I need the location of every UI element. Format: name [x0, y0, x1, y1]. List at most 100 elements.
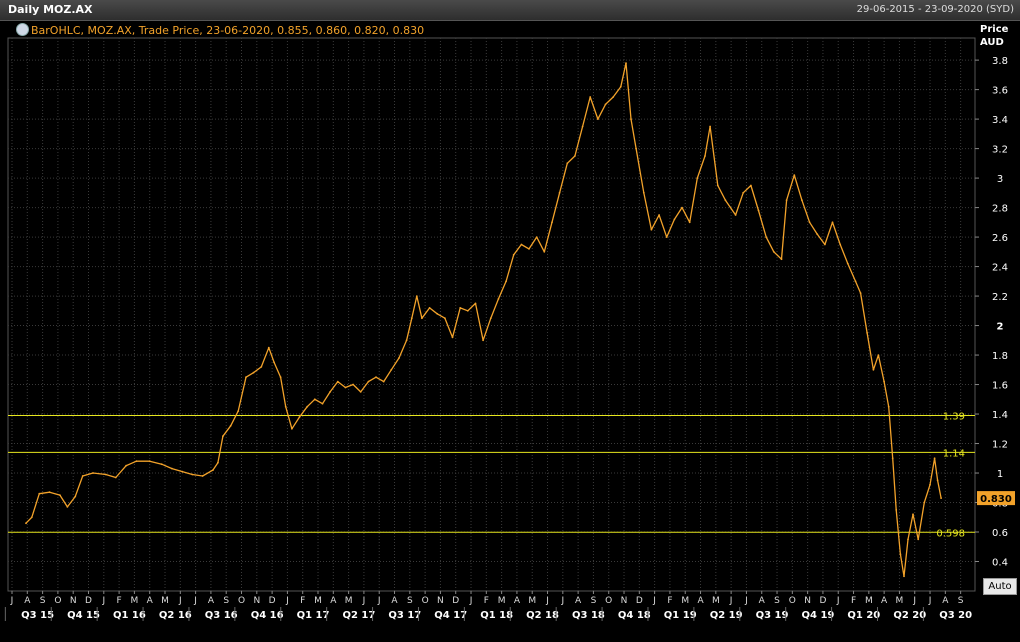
series-legend[interactable]: BarOHLC, MOZ.AX, Trade Price, 23-06-2020…: [16, 23, 424, 37]
price-data-point: [267, 346, 270, 349]
month-tick-label: J: [377, 596, 381, 606]
price-tick-label: 3.4: [992, 115, 1008, 126]
month-tick-label: A: [881, 596, 888, 606]
month-tick-label: D: [452, 596, 459, 606]
month-tick-label: A: [208, 596, 215, 606]
price-data-point: [673, 218, 676, 221]
month-tick-label: A: [759, 596, 766, 606]
price-data-point: [581, 125, 584, 128]
quarter-tick-label: Q2 16: [159, 610, 192, 621]
price-data-point: [191, 473, 194, 476]
month-tick-label: F: [484, 596, 489, 606]
price-data-point: [148, 460, 151, 463]
price-data-point: [883, 380, 885, 383]
month-tick-label: J: [545, 596, 549, 606]
quarter-tick-label: Q3 17: [388, 610, 421, 621]
month-tick-label: J: [10, 596, 14, 606]
price-tick-label: 1.6: [992, 381, 1008, 392]
price-data-point: [597, 118, 599, 120]
price-data-point: [785, 199, 788, 202]
price-data-point: [359, 391, 362, 393]
price-data-point: [30, 516, 33, 519]
price-data-point: [688, 221, 691, 224]
price-data-point: [466, 309, 469, 312]
price-data-point: [635, 147, 637, 150]
auto-scale-button[interactable]: Auto: [983, 578, 1017, 595]
month-tick-label: M: [314, 596, 322, 606]
month-tick-label: J: [744, 596, 748, 606]
price-data-point: [734, 214, 737, 216]
price-data-point: [428, 307, 431, 309]
price-data-point: [903, 575, 905, 578]
price-data-point: [619, 85, 622, 88]
quarter-tick-label: Q3 19: [756, 610, 789, 621]
price-data-point: [866, 332, 868, 334]
price-data-point: [757, 209, 760, 212]
quarter-tick-label: Q2 17: [342, 610, 375, 621]
price-data-point: [816, 233, 819, 236]
price-data-point: [125, 464, 127, 467]
quarter-tick-label: Q3 15: [21, 610, 54, 621]
quarter-tick-label: Q4 15: [67, 610, 100, 621]
price-axis-title: Price: [980, 24, 1009, 35]
month-tick-label: N: [70, 596, 77, 606]
price-data-point: [912, 513, 914, 516]
price-data-point: [59, 494, 61, 496]
price-tick-label: 2: [997, 322, 1004, 333]
quarter-tick-label: Q2 18: [526, 610, 559, 621]
month-tick-label: M: [712, 596, 720, 606]
month-tick-label: S: [591, 596, 597, 606]
price-data-point: [917, 538, 920, 541]
price-tick-label: 3: [997, 174, 1003, 185]
price-data-point: [25, 522, 27, 525]
month-tick-label: A: [697, 596, 704, 606]
price-data-point: [936, 479, 939, 482]
month-tick-label: J: [912, 596, 916, 606]
window-titlebar: Daily MOZ.AX 29-06-2015 - 23-09-2020 (SY…: [0, 0, 1020, 21]
price-data-point: [801, 199, 803, 202]
price-data-point: [681, 206, 683, 209]
price-tick-label: 1.4: [992, 410, 1008, 421]
price-data-point: [528, 248, 530, 250]
price-data-point: [899, 553, 902, 555]
price-data-point: [535, 236, 538, 239]
month-tick-label: S: [223, 596, 229, 606]
price-data-point: [543, 250, 546, 253]
month-tick-label: N: [437, 596, 444, 606]
month-tick-label: M: [161, 596, 169, 606]
price-data-point: [245, 376, 247, 379]
last-price-label: 0.830: [980, 494, 1012, 505]
price-data-point: [260, 366, 263, 368]
price-data-point: [929, 483, 931, 486]
price-data-point: [375, 376, 377, 379]
month-tick-label: M: [896, 596, 904, 606]
price-tick-label: 3.2: [992, 145, 1008, 156]
price-data-point: [284, 405, 287, 408]
price-data-point: [750, 184, 752, 187]
date-range: 29-06-2015 - 23-09-2020 (SYD): [856, 4, 1014, 15]
month-tick-label: A: [147, 596, 154, 606]
price-data-point: [772, 250, 775, 253]
price-data-point: [217, 461, 219, 464]
price-data-point: [839, 243, 842, 246]
price-data-point: [48, 491, 51, 494]
price-data-point: [410, 317, 413, 320]
month-tick-label: A: [942, 596, 949, 606]
quarter-tick-label: Q4 19: [802, 610, 835, 621]
month-tick-label: J: [178, 596, 182, 606]
price-data-point: [344, 386, 347, 389]
price-data-point: [658, 214, 660, 216]
quarter-tick-label: Q4 17: [434, 610, 467, 621]
price-data-point: [329, 391, 331, 393]
price-series-line: [25, 62, 942, 577]
month-tick-label: J: [928, 596, 932, 606]
price-data-point: [171, 467, 173, 470]
price-data-point: [793, 174, 796, 177]
month-tick-label: N: [253, 596, 260, 606]
price-tick-label: 3.8: [992, 56, 1008, 67]
legend-settings-icon[interactable]: [16, 23, 29, 36]
month-tick-label: A: [391, 596, 398, 606]
price-data-point: [252, 371, 255, 374]
price-data-point: [398, 357, 400, 359]
